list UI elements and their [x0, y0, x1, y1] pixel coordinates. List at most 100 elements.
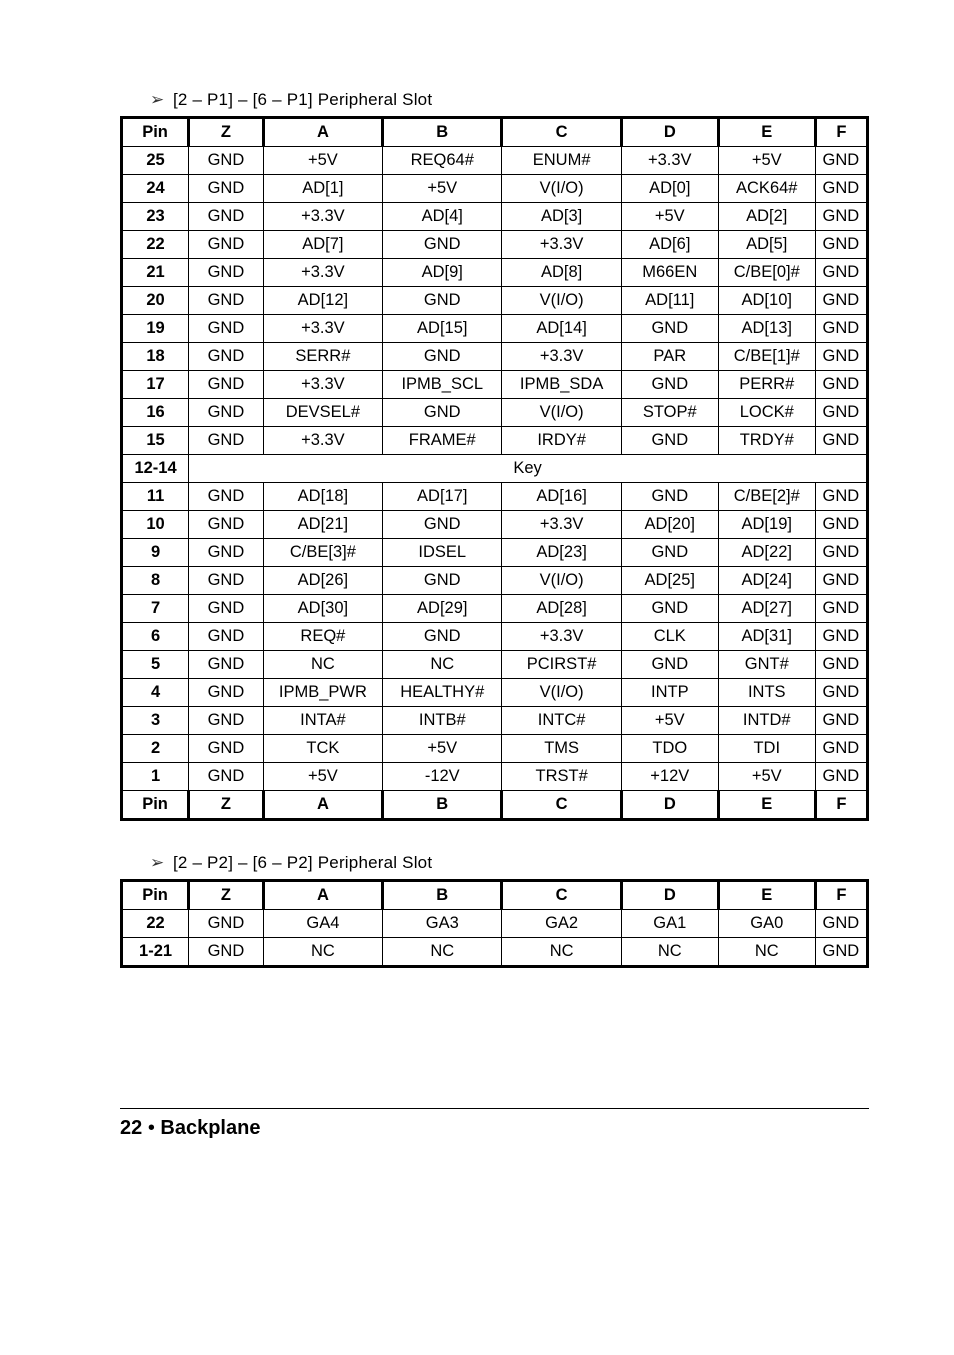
data-cell: V(I/O)	[502, 399, 621, 427]
data-cell: NC	[383, 651, 502, 679]
data-cell: NC	[263, 651, 382, 679]
data-cell: TRDY#	[718, 427, 815, 455]
data-cell: IDSEL	[383, 539, 502, 567]
data-cell: AD[24]	[718, 567, 815, 595]
data-cell: ENUM#	[502, 147, 621, 175]
column-header: C	[502, 118, 621, 147]
column-header: B	[383, 118, 502, 147]
data-cell: GA2	[502, 910, 621, 938]
data-cell: +5V	[383, 175, 502, 203]
table-row: 5GNDNCNCPCIRST#GNDGNT#GND	[122, 651, 868, 679]
data-cell: GND	[189, 287, 264, 315]
column-header: B	[383, 881, 502, 910]
data-cell: GND	[189, 427, 264, 455]
data-cell: PERR#	[718, 371, 815, 399]
data-cell: GND	[383, 623, 502, 651]
data-cell: GND	[189, 679, 264, 707]
data-cell: +3.3V	[502, 511, 621, 539]
data-cell: GND	[383, 567, 502, 595]
data-cell: AD[9]	[383, 259, 502, 287]
data-cell: +3.3V	[263, 427, 382, 455]
pin-cell: 23	[122, 203, 189, 231]
pin-cell: 22	[122, 231, 189, 259]
data-cell: +5V	[718, 147, 815, 175]
data-cell: AD[25]	[621, 567, 718, 595]
data-cell: GND	[621, 427, 718, 455]
table-row: 20GNDAD[12]GNDV(I/O)AD[11]AD[10]GND	[122, 287, 868, 315]
data-cell: V(I/O)	[502, 175, 621, 203]
data-cell: M66EN	[621, 259, 718, 287]
data-cell: GND	[815, 231, 867, 259]
pin-cell: 19	[122, 315, 189, 343]
data-cell: IPMB_PWR	[263, 679, 382, 707]
data-cell: GND	[189, 623, 264, 651]
data-cell: TCK	[263, 735, 382, 763]
table-row: 24GNDAD[1]+5VV(I/O)AD[0]ACK64#GND	[122, 175, 868, 203]
column-header: Pin	[122, 118, 189, 147]
column-header: B	[383, 791, 502, 820]
data-cell: GND	[189, 483, 264, 511]
data-cell: AD[7]	[263, 231, 382, 259]
data-cell: V(I/O)	[502, 679, 621, 707]
data-cell: INTD#	[718, 707, 815, 735]
data-cell: +3.3V	[263, 259, 382, 287]
data-cell: +5V	[621, 203, 718, 231]
data-cell: NC	[383, 938, 502, 967]
column-header: D	[621, 118, 718, 147]
data-cell: AD[21]	[263, 511, 382, 539]
bullet-arrow-icon: ➢	[150, 90, 168, 110]
data-cell: +3.3V	[502, 231, 621, 259]
data-cell: AD[16]	[502, 483, 621, 511]
data-cell: GND	[815, 343, 867, 371]
table-row: 18GNDSERR#GND+3.3VPARC/BE[1]#GND	[122, 343, 868, 371]
pin-cell: 20	[122, 287, 189, 315]
pin-cell: 8	[122, 567, 189, 595]
data-cell: CLK	[621, 623, 718, 651]
data-cell: GND	[189, 203, 264, 231]
data-cell: FRAME#	[383, 427, 502, 455]
data-cell: AD[1]	[263, 175, 382, 203]
data-cell: GND	[815, 707, 867, 735]
table-row: 23GND+3.3VAD[4]AD[3]+5VAD[2]GND	[122, 203, 868, 231]
data-cell: GND	[815, 567, 867, 595]
data-cell: GND	[189, 147, 264, 175]
table-row: 15GND+3.3VFRAME#IRDY#GNDTRDY#GND	[122, 427, 868, 455]
data-cell: AD[15]	[383, 315, 502, 343]
data-cell: GND	[815, 910, 867, 938]
footer-bullet: •	[148, 1117, 155, 1139]
data-cell: C/BE[2]#	[718, 483, 815, 511]
page: ➢ [2 – P1] – [6 – P1] Peripheral Slot Pi…	[0, 0, 954, 1355]
data-cell: AD[26]	[263, 567, 382, 595]
data-cell: AD[13]	[718, 315, 815, 343]
data-cell: GA0	[718, 910, 815, 938]
column-header: F	[815, 881, 867, 910]
data-cell: GND	[815, 287, 867, 315]
column-header: C	[502, 791, 621, 820]
pin-cell: 3	[122, 707, 189, 735]
data-cell: +3.3V	[263, 203, 382, 231]
data-cell: GND	[815, 623, 867, 651]
data-cell: GND	[189, 315, 264, 343]
table2-caption: ➢ [2 – P2] – [6 – P2] Peripheral Slot	[150, 853, 869, 873]
data-cell: GND	[189, 707, 264, 735]
pinout-table-p1: PinZABCDEF25GND+5VREQ64#ENUM#+3.3V+5VGND…	[120, 116, 869, 821]
column-header: D	[621, 881, 718, 910]
data-cell: REQ#	[263, 623, 382, 651]
data-cell: AD[17]	[383, 483, 502, 511]
data-cell: AD[30]	[263, 595, 382, 623]
data-cell: TRST#	[502, 763, 621, 791]
pin-cell: 16	[122, 399, 189, 427]
table-row: 22GNDAD[7]GND+3.3VAD[6]AD[5]GND	[122, 231, 868, 259]
data-cell: GND	[621, 539, 718, 567]
data-cell: GND	[189, 735, 264, 763]
pin-cell: 11	[122, 483, 189, 511]
data-cell: PCIRST#	[502, 651, 621, 679]
data-cell: GA1	[621, 910, 718, 938]
data-cell: IPMB_SCL	[383, 371, 502, 399]
data-cell: TDO	[621, 735, 718, 763]
pin-cell: 5	[122, 651, 189, 679]
data-cell: +3.3V	[502, 623, 621, 651]
pin-cell: 6	[122, 623, 189, 651]
data-cell: SERR#	[263, 343, 382, 371]
data-cell: C/BE[0]#	[718, 259, 815, 287]
